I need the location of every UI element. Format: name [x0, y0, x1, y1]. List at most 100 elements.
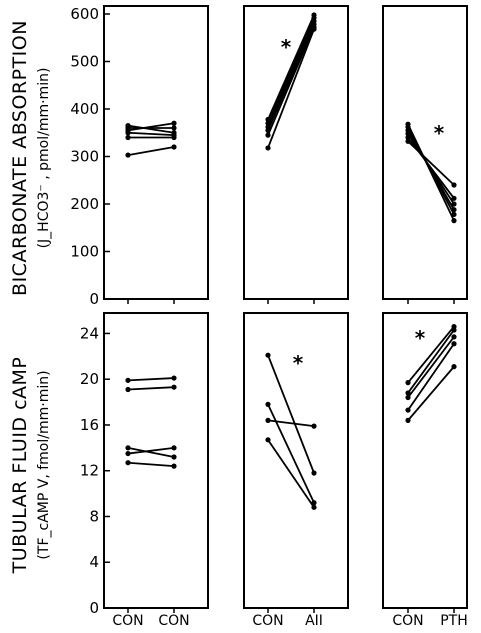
data-point	[125, 386, 131, 393]
data-point	[125, 123, 131, 129]
data-point	[265, 120, 271, 126]
data-point	[125, 134, 131, 141]
series-line	[127, 124, 175, 134]
data-point	[405, 390, 411, 396]
significance-marker: *	[434, 121, 445, 145]
data-point	[451, 218, 457, 224]
data-point	[451, 201, 457, 207]
data-point	[125, 445, 131, 451]
data-point	[171, 375, 177, 381]
data-point	[265, 437, 271, 443]
data-point	[451, 341, 457, 347]
data-point	[311, 12, 317, 18]
data-point	[265, 352, 271, 358]
bottom-y-axis-title: TUBULAR FLUID cAMP	[9, 357, 31, 575]
significance-marker: *	[415, 326, 426, 350]
data-point	[451, 327, 457, 333]
series-line	[407, 329, 455, 394]
data-point	[171, 445, 177, 451]
panel-bicarbonate-con-pth: *	[382, 5, 468, 304]
series-line	[267, 14, 315, 120]
series-line	[267, 24, 315, 131]
panel-camp-con-con: 0 4 8 12 16 20 24 CON CON	[80, 312, 209, 629]
category-label: AII	[305, 613, 323, 629]
panel-frame	[103, 5, 209, 300]
series-line	[267, 17, 315, 124]
y-tick-label: 0	[89, 599, 99, 617]
series-line	[267, 20, 315, 128]
series-line	[127, 122, 175, 132]
significance-marker: *	[293, 351, 304, 375]
panel-frame	[382, 312, 468, 609]
data-point	[125, 377, 131, 383]
series-line	[127, 461, 175, 468]
category-label: CON	[252, 613, 283, 629]
series-line	[267, 439, 315, 508]
y-tick-label: 100	[70, 243, 99, 261]
y-tick-label: 4	[89, 553, 99, 571]
data-point	[125, 450, 131, 457]
series-line	[127, 146, 175, 156]
category-label: CON	[392, 613, 423, 629]
y-tick-label: 200	[70, 195, 99, 213]
data-point	[265, 132, 271, 138]
series-line	[407, 343, 455, 411]
bottom-y-axis-subtitle: (TF_cAMP V, fmol/mm·min)	[36, 370, 52, 559]
series-line	[127, 377, 175, 382]
data-point	[171, 125, 177, 131]
data-point	[311, 423, 317, 429]
category-label: CON	[112, 613, 143, 629]
top-y-axis-subtitle: (J_HCO3⁻ , pmol/mm·min)	[36, 68, 52, 249]
data-point	[265, 401, 271, 407]
data-point	[171, 144, 177, 150]
data-point	[171, 384, 177, 390]
significance-marker: *	[281, 35, 292, 59]
series-line	[407, 123, 455, 222]
y-tick-label: 600	[70, 5, 99, 23]
panel-frame	[382, 5, 468, 300]
panel-camp-con-pth: CON PTH *	[382, 312, 468, 629]
y-tick-label: 400	[70, 100, 99, 118]
y-tick-label: 12	[80, 462, 99, 480]
series-line	[407, 366, 455, 421]
data-point	[405, 121, 411, 127]
data-point	[451, 195, 457, 201]
series-line	[127, 386, 175, 391]
y-tick-label: 0	[89, 290, 99, 308]
panel-camp-con-aii: CON AII *	[243, 312, 349, 629]
y-tick-label: 500	[70, 53, 99, 71]
data-point	[171, 454, 177, 460]
series-line	[267, 28, 315, 149]
y-tick-label: 16	[80, 416, 99, 434]
data-point	[265, 116, 271, 123]
y-tick-label: 8	[89, 507, 99, 525]
panel-bicarbonate-con-con: 0 100 200 300 400 500 600	[70, 5, 209, 308]
series-line	[267, 419, 315, 427]
category-label: PTH	[440, 613, 468, 629]
data-point	[265, 124, 271, 130]
data-point	[171, 130, 177, 136]
data-point	[125, 152, 131, 158]
data-point	[125, 460, 131, 466]
data-point	[311, 504, 317, 510]
series-line	[127, 446, 175, 455]
data-point	[451, 182, 457, 188]
y-tick-label: 24	[80, 324, 99, 342]
data-point	[451, 364, 457, 370]
series-line	[127, 131, 175, 137]
data-point	[311, 470, 317, 476]
data-point	[265, 145, 271, 151]
data-point	[451, 334, 457, 340]
data-point	[405, 407, 411, 413]
y-tick-label: 300	[70, 148, 99, 166]
series-line	[407, 336, 455, 399]
data-point	[405, 394, 411, 401]
data-point	[171, 463, 177, 469]
top-y-axis-title: BICARBONATE ABSORPTION	[9, 20, 31, 296]
panel-frame	[243, 5, 349, 300]
data-point	[451, 211, 457, 218]
data-point	[265, 417, 271, 423]
panel-frame	[103, 312, 209, 609]
data-point	[405, 380, 411, 386]
